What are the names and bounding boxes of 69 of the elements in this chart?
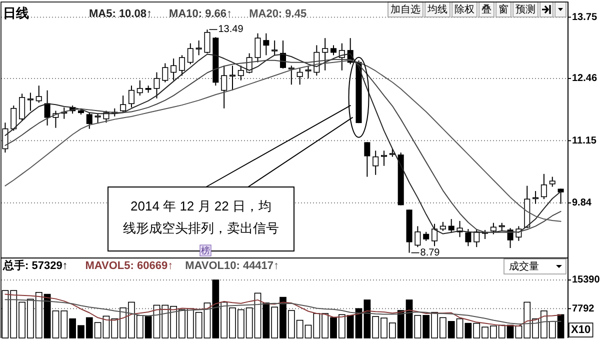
y-tick-label: 12.46 xyxy=(572,73,598,84)
candlestick xyxy=(44,90,50,126)
annotation: 2014 年 12 月 22 日，均线形成空头排列，卖出信号 xyxy=(123,198,279,236)
candlestick xyxy=(465,228,472,247)
candlestick xyxy=(204,29,210,54)
candlestick xyxy=(128,85,134,108)
candlestick xyxy=(296,68,303,86)
text: MA20: 9.45 xyxy=(249,8,307,20)
annotation: 成交量 xyxy=(509,260,539,273)
candlestick xyxy=(440,221,446,232)
annotation: 13.49 xyxy=(218,24,244,36)
candlestick xyxy=(288,65,294,86)
text: MAVOL10: 44417↑ xyxy=(185,260,280,272)
candlestick xyxy=(27,92,34,112)
candlestick xyxy=(196,40,202,56)
candlestick xyxy=(170,58,177,81)
candlestick xyxy=(414,226,421,248)
candlestick xyxy=(549,176,556,188)
candlestick xyxy=(558,188,564,204)
annotation: 叠 xyxy=(482,4,492,16)
candlestick xyxy=(432,223,438,247)
candlestick xyxy=(381,150,388,166)
candlestick xyxy=(221,65,228,109)
candlestick xyxy=(330,44,337,56)
text: MA10: 9.66↑ xyxy=(169,8,232,20)
annotation: 除权 xyxy=(454,4,474,16)
candlestick xyxy=(10,105,17,132)
text: MA5: 10.08↑ xyxy=(89,8,152,20)
candlestick xyxy=(19,93,26,122)
candlestick xyxy=(490,222,496,235)
candlestick xyxy=(423,231,430,242)
candlestick xyxy=(120,95,126,114)
y-axis-title: X10 xyxy=(571,324,591,336)
chart-title: 日线 xyxy=(3,5,29,20)
candlestick xyxy=(263,32,270,56)
candlestick xyxy=(254,32,261,63)
candlestick xyxy=(364,142,370,178)
candlestick xyxy=(94,113,101,124)
y-tick-label: 7792 xyxy=(572,303,595,314)
y-tick-label: 15390 xyxy=(572,274,600,286)
candlestick xyxy=(372,150,379,176)
annotation: 加自选 xyxy=(390,4,420,16)
candlestick xyxy=(272,40,278,56)
annotation: 均线 xyxy=(426,4,448,16)
line-series xyxy=(4,299,562,325)
candlestick xyxy=(229,65,236,91)
y-tick-label: 9.84 xyxy=(572,198,592,209)
annotation: 预测 xyxy=(516,4,536,16)
candlestick xyxy=(36,85,42,104)
annotation: 榜 xyxy=(201,245,210,256)
candlestick xyxy=(162,62,168,83)
line-series xyxy=(4,294,562,326)
candlestick xyxy=(136,80,143,96)
candlestick xyxy=(86,112,92,130)
candlestick xyxy=(448,218,454,234)
candlestick xyxy=(238,65,244,81)
candlestick xyxy=(474,228,480,248)
annotation: 窗 xyxy=(498,4,508,16)
text: MAVOL5: 60669↑ xyxy=(85,260,174,272)
candlestick xyxy=(322,38,328,71)
y-tick-label: 13.75 xyxy=(572,12,598,23)
candlestick xyxy=(305,65,312,79)
candlestick xyxy=(187,42,194,65)
candlestick xyxy=(540,173,547,200)
candlestick xyxy=(178,54,185,76)
y-tick-label: 11.15 xyxy=(572,135,597,146)
candlestick xyxy=(154,72,160,99)
annotation: 8.79 xyxy=(420,247,440,258)
series-label: 总手: 57329↑ xyxy=(2,258,68,272)
